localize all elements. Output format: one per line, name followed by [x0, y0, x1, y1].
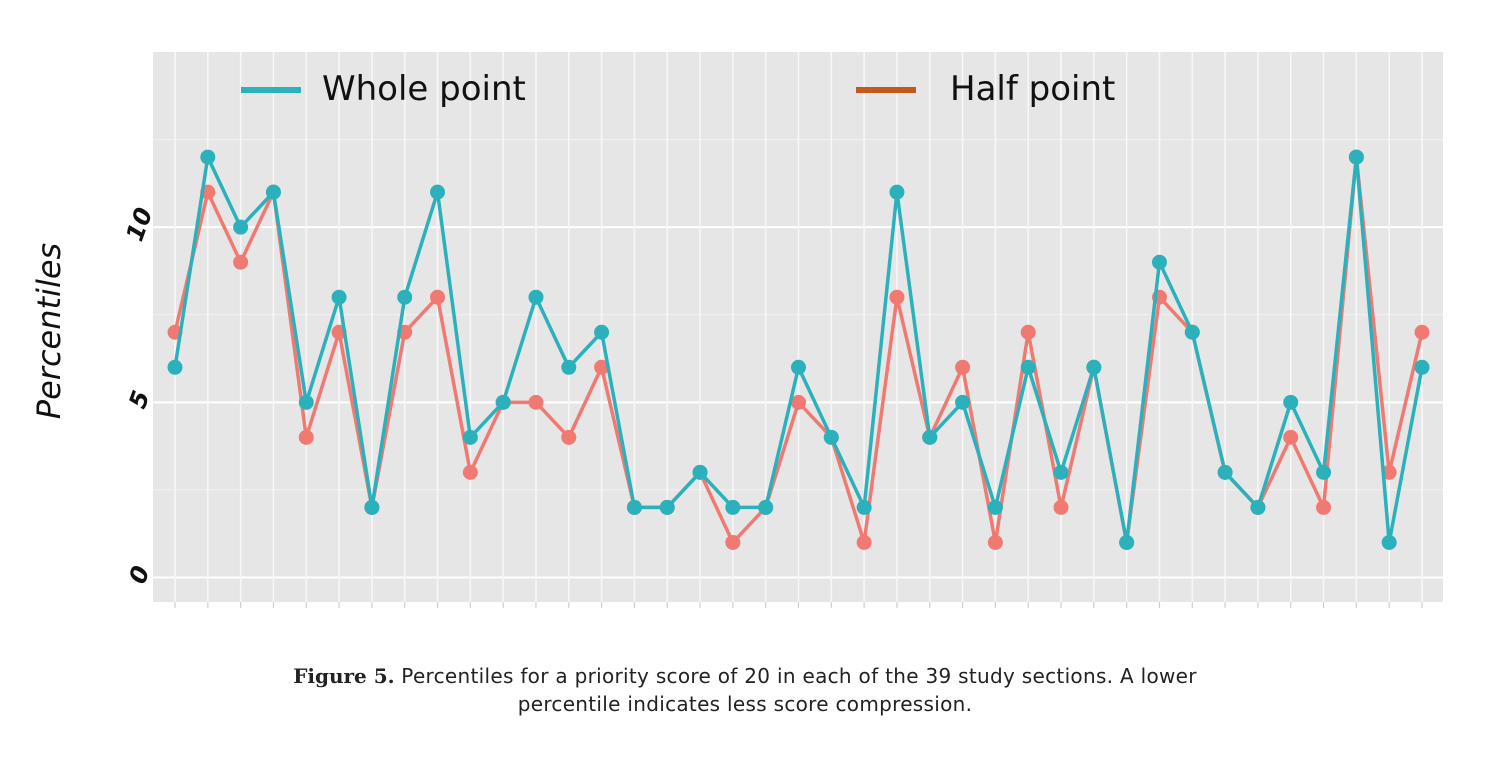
caption-text-1: Percentiles for a priority score of 20 i… — [401, 664, 1197, 688]
data-point — [626, 499, 642, 515]
data-point — [791, 359, 806, 375]
data-point — [987, 534, 1003, 550]
data-point — [1348, 149, 1364, 165]
data-point — [758, 499, 774, 515]
data-point — [1250, 499, 1266, 515]
data-point — [298, 394, 314, 410]
legend-label: Half point — [950, 69, 1115, 109]
data-point — [856, 499, 872, 515]
data-point — [922, 429, 938, 445]
data-point — [1086, 359, 1102, 375]
data-point — [462, 429, 478, 445]
data-point — [495, 394, 511, 410]
data-point — [1020, 359, 1036, 375]
data-point — [1381, 464, 1397, 480]
data-point — [298, 429, 314, 445]
data-point — [955, 359, 971, 375]
y-axis-label: Percentiles — [30, 243, 68, 419]
data-point — [1119, 534, 1135, 550]
data-point — [594, 324, 610, 340]
data-point — [1053, 499, 1069, 515]
data-point — [889, 289, 905, 305]
data-point — [725, 499, 741, 515]
data-point — [167, 359, 183, 375]
data-point — [1283, 429, 1299, 445]
data-point — [1414, 324, 1430, 340]
data-point — [462, 464, 478, 480]
data-point — [1283, 394, 1299, 410]
data-point — [1151, 254, 1167, 270]
series-group — [167, 149, 1430, 550]
figure-caption: Figure 5. Percentiles for a priority sco… — [0, 662, 1490, 718]
data-point — [594, 359, 610, 375]
data-point — [791, 394, 806, 410]
data-point — [1316, 499, 1332, 515]
legend-label: Whole point — [322, 69, 526, 109]
data-point — [692, 464, 708, 480]
caption-label: Figure 5. — [293, 664, 395, 688]
data-point — [364, 499, 380, 515]
data-point — [200, 149, 216, 165]
data-point — [430, 184, 446, 200]
data-point — [1020, 324, 1036, 340]
y-tick-label: 5 — [123, 387, 155, 412]
data-point — [659, 499, 675, 515]
data-point — [397, 289, 413, 305]
data-point — [233, 219, 249, 235]
data-point — [561, 359, 577, 375]
data-point — [987, 499, 1003, 515]
legend: Whole point Half point — [241, 69, 1115, 109]
data-point — [1414, 359, 1430, 375]
data-point — [823, 429, 839, 445]
y-tick-label: 0 — [123, 562, 155, 587]
data-point — [528, 394, 544, 410]
data-point — [1053, 464, 1069, 480]
data-point — [331, 289, 347, 305]
data-point — [1184, 324, 1200, 340]
x-axis-ticks — [174, 602, 1423, 608]
data-point — [561, 429, 577, 445]
gridlines — [153, 52, 1443, 602]
y-tick-label: 10 — [121, 204, 159, 245]
line-chart: 0 5 10 Percentiles Whole point Half point — [30, 52, 1443, 608]
data-point — [1381, 534, 1397, 550]
data-point — [856, 534, 872, 550]
data-point — [265, 184, 281, 200]
data-point — [1217, 464, 1233, 480]
data-point — [889, 184, 905, 200]
caption-line-1: Figure 5. Percentiles for a priority sco… — [0, 662, 1490, 690]
data-point — [725, 534, 741, 550]
data-point — [528, 289, 544, 305]
caption-text-2: percentile indicates less score compress… — [517, 692, 973, 716]
data-point — [955, 394, 971, 410]
y-axis-tick-labels: 0 5 10 — [121, 204, 159, 587]
data-point — [233, 254, 249, 270]
data-point — [1316, 464, 1332, 480]
data-point — [430, 289, 446, 305]
